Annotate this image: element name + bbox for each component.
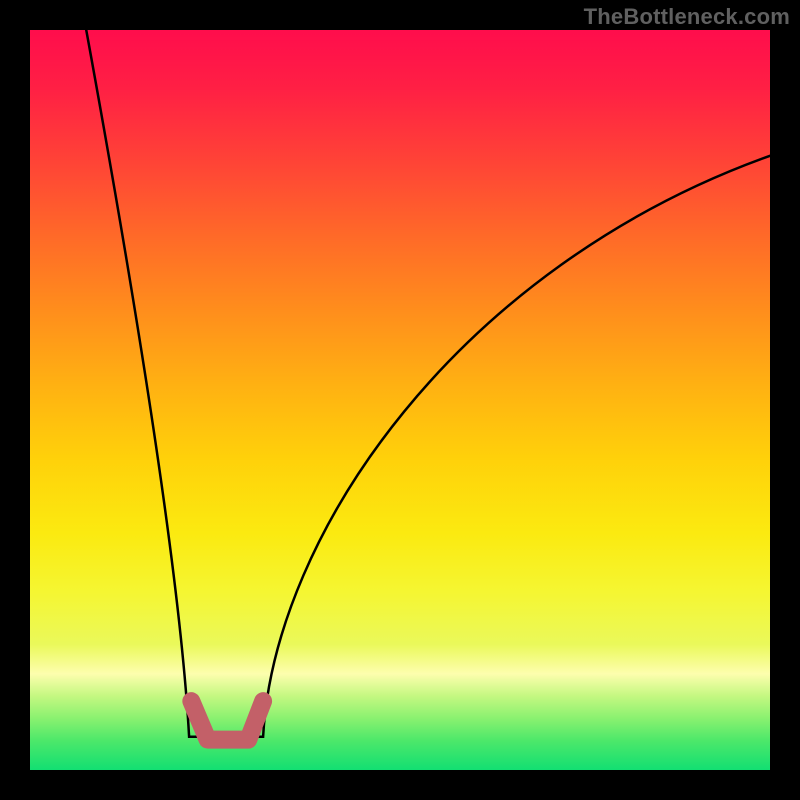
bottleneck-chart [0, 0, 800, 800]
plot-background [30, 30, 770, 770]
watermark-text: TheBottleneck.com [584, 4, 790, 30]
chart-container: TheBottleneck.com [0, 0, 800, 800]
